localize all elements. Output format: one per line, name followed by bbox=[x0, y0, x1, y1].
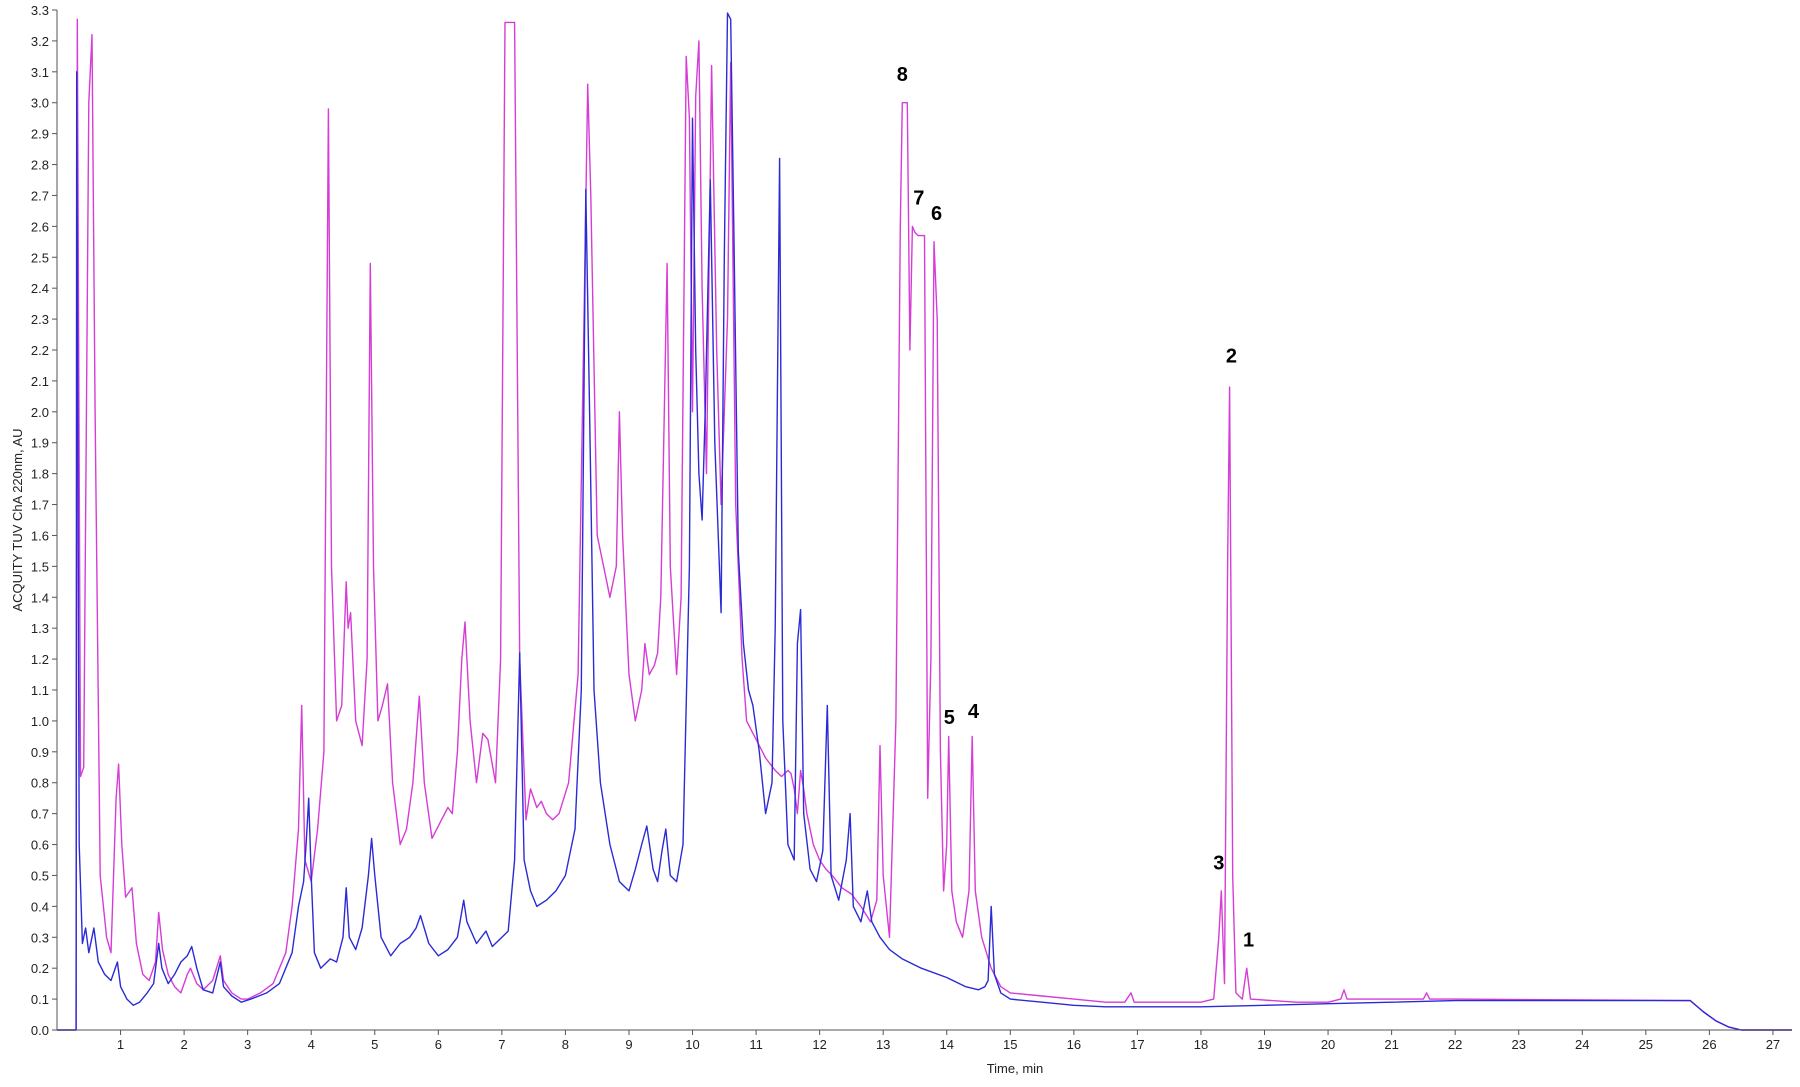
x-tick-label: 11 bbox=[749, 1037, 763, 1052]
y-tick-label: 2.2 bbox=[31, 343, 49, 358]
x-tick-label: 14 bbox=[940, 1037, 954, 1052]
y-tick-label: 1.5 bbox=[31, 559, 49, 574]
x-tick-label: 1 bbox=[117, 1037, 124, 1052]
x-tick-label: 7 bbox=[498, 1037, 505, 1052]
y-axis-ticks: 0.0 0.1 0.2 0.3 0.4 0.5 0.6 0.7 0.8 0.9 1.0 1.1 1.2 1… bbox=[31, 3, 57, 1038]
y-tick-label: 1.1 bbox=[31, 683, 49, 698]
peak-label-8: 8 bbox=[897, 64, 908, 86]
x-tick-label: 10 bbox=[685, 1037, 699, 1052]
y-tick-label: 0.1 bbox=[31, 992, 49, 1007]
series-line-1 bbox=[57, 18, 1792, 1031]
y-tick-label: 2.8 bbox=[31, 158, 49, 173]
x-tick-label: 23 bbox=[1511, 1037, 1525, 1052]
y-tick-label: 1.9 bbox=[31, 436, 49, 451]
y-tick-label: 3.0 bbox=[31, 96, 49, 111]
y-tick-label: 0.0 bbox=[31, 1023, 49, 1038]
peak-label-2: 2 bbox=[1226, 345, 1237, 367]
y-tick-label: 0.8 bbox=[31, 776, 49, 791]
x-tick-label: 5 bbox=[371, 1037, 378, 1052]
y-tick-label: 0.3 bbox=[31, 930, 49, 945]
y-tick-label: 2.1 bbox=[31, 374, 49, 389]
x-axis-title: Time, min bbox=[987, 1061, 1044, 1076]
y-tick-label: 1.2 bbox=[31, 652, 49, 667]
x-tick-label: 15 bbox=[1003, 1037, 1017, 1052]
peak-label-5: 5 bbox=[944, 707, 955, 729]
peak-label-1: 1 bbox=[1243, 930, 1254, 952]
y-tick-label: 2.0 bbox=[31, 405, 49, 420]
y-tick-label: 2.5 bbox=[31, 250, 49, 265]
y-tick-label: 2.4 bbox=[31, 281, 49, 296]
y-tick-label: 2.3 bbox=[31, 312, 49, 327]
y-tick-label: 2.6 bbox=[31, 219, 49, 234]
y-tick-label: 2.9 bbox=[31, 127, 49, 142]
y-tick-label: 1.8 bbox=[31, 467, 49, 482]
x-tick-label: 18 bbox=[1194, 1037, 1208, 1052]
y-tick-label: 0.9 bbox=[31, 745, 49, 760]
y-tick-label: 3.3 bbox=[31, 3, 49, 18]
y-tick-label: 0.4 bbox=[31, 899, 49, 914]
x-tick-label: 4 bbox=[308, 1037, 315, 1052]
x-axis-ticks: 1 2 3 4 5 6 7 8 9 10 11 12 13 14 15 16 17 18 19 20 21 22 23 24 2… bbox=[117, 1030, 1780, 1052]
y-tick-label: 0.5 bbox=[31, 868, 49, 883]
peak-label-6: 6 bbox=[931, 203, 942, 225]
x-tick-label: 9 bbox=[625, 1037, 632, 1052]
y-tick-label: 1.0 bbox=[31, 714, 49, 729]
y-tick-label: 1.6 bbox=[31, 528, 49, 543]
series-group bbox=[57, 12, 1792, 1031]
x-tick-label: 3 bbox=[244, 1037, 251, 1052]
y-tick-label: 0.6 bbox=[31, 838, 49, 853]
y-tick-label: 0.7 bbox=[31, 807, 49, 822]
x-tick-label: 26 bbox=[1702, 1037, 1716, 1052]
y-tick-label: 1.3 bbox=[31, 621, 49, 636]
peak-label-3: 3 bbox=[1213, 852, 1224, 874]
x-tick-label: 20 bbox=[1321, 1037, 1335, 1052]
y-tick-label: 1.4 bbox=[31, 590, 49, 605]
y-tick-label: 0.2 bbox=[31, 961, 49, 976]
series-line-2 bbox=[57, 12, 1792, 1031]
x-tick-label: 2 bbox=[180, 1037, 187, 1052]
x-tick-label: 21 bbox=[1384, 1037, 1398, 1052]
x-tick-label: 25 bbox=[1639, 1037, 1653, 1052]
x-tick-label: 17 bbox=[1130, 1037, 1144, 1052]
x-tick-label: 8 bbox=[562, 1037, 569, 1052]
x-tick-label: 12 bbox=[812, 1037, 826, 1052]
peak-label-7: 7 bbox=[913, 188, 924, 210]
x-tick-label: 22 bbox=[1448, 1037, 1462, 1052]
peak-label-4: 4 bbox=[968, 701, 980, 723]
y-tick-label: 3.1 bbox=[31, 65, 49, 80]
y-tick-label: 2.7 bbox=[31, 188, 49, 203]
x-tick-label: 27 bbox=[1766, 1037, 1780, 1052]
x-tick-label: 6 bbox=[435, 1037, 442, 1052]
x-tick-label: 13 bbox=[876, 1037, 890, 1052]
y-tick-label: 1.7 bbox=[31, 498, 49, 513]
x-tick-label: 16 bbox=[1067, 1037, 1081, 1052]
y-tick-label: 3.2 bbox=[31, 34, 49, 49]
x-tick-label: 24 bbox=[1575, 1037, 1589, 1052]
y-axis-title: ACQUITY TUV ChA 220nm, AU bbox=[10, 428, 25, 611]
x-tick-label: 19 bbox=[1257, 1037, 1271, 1052]
